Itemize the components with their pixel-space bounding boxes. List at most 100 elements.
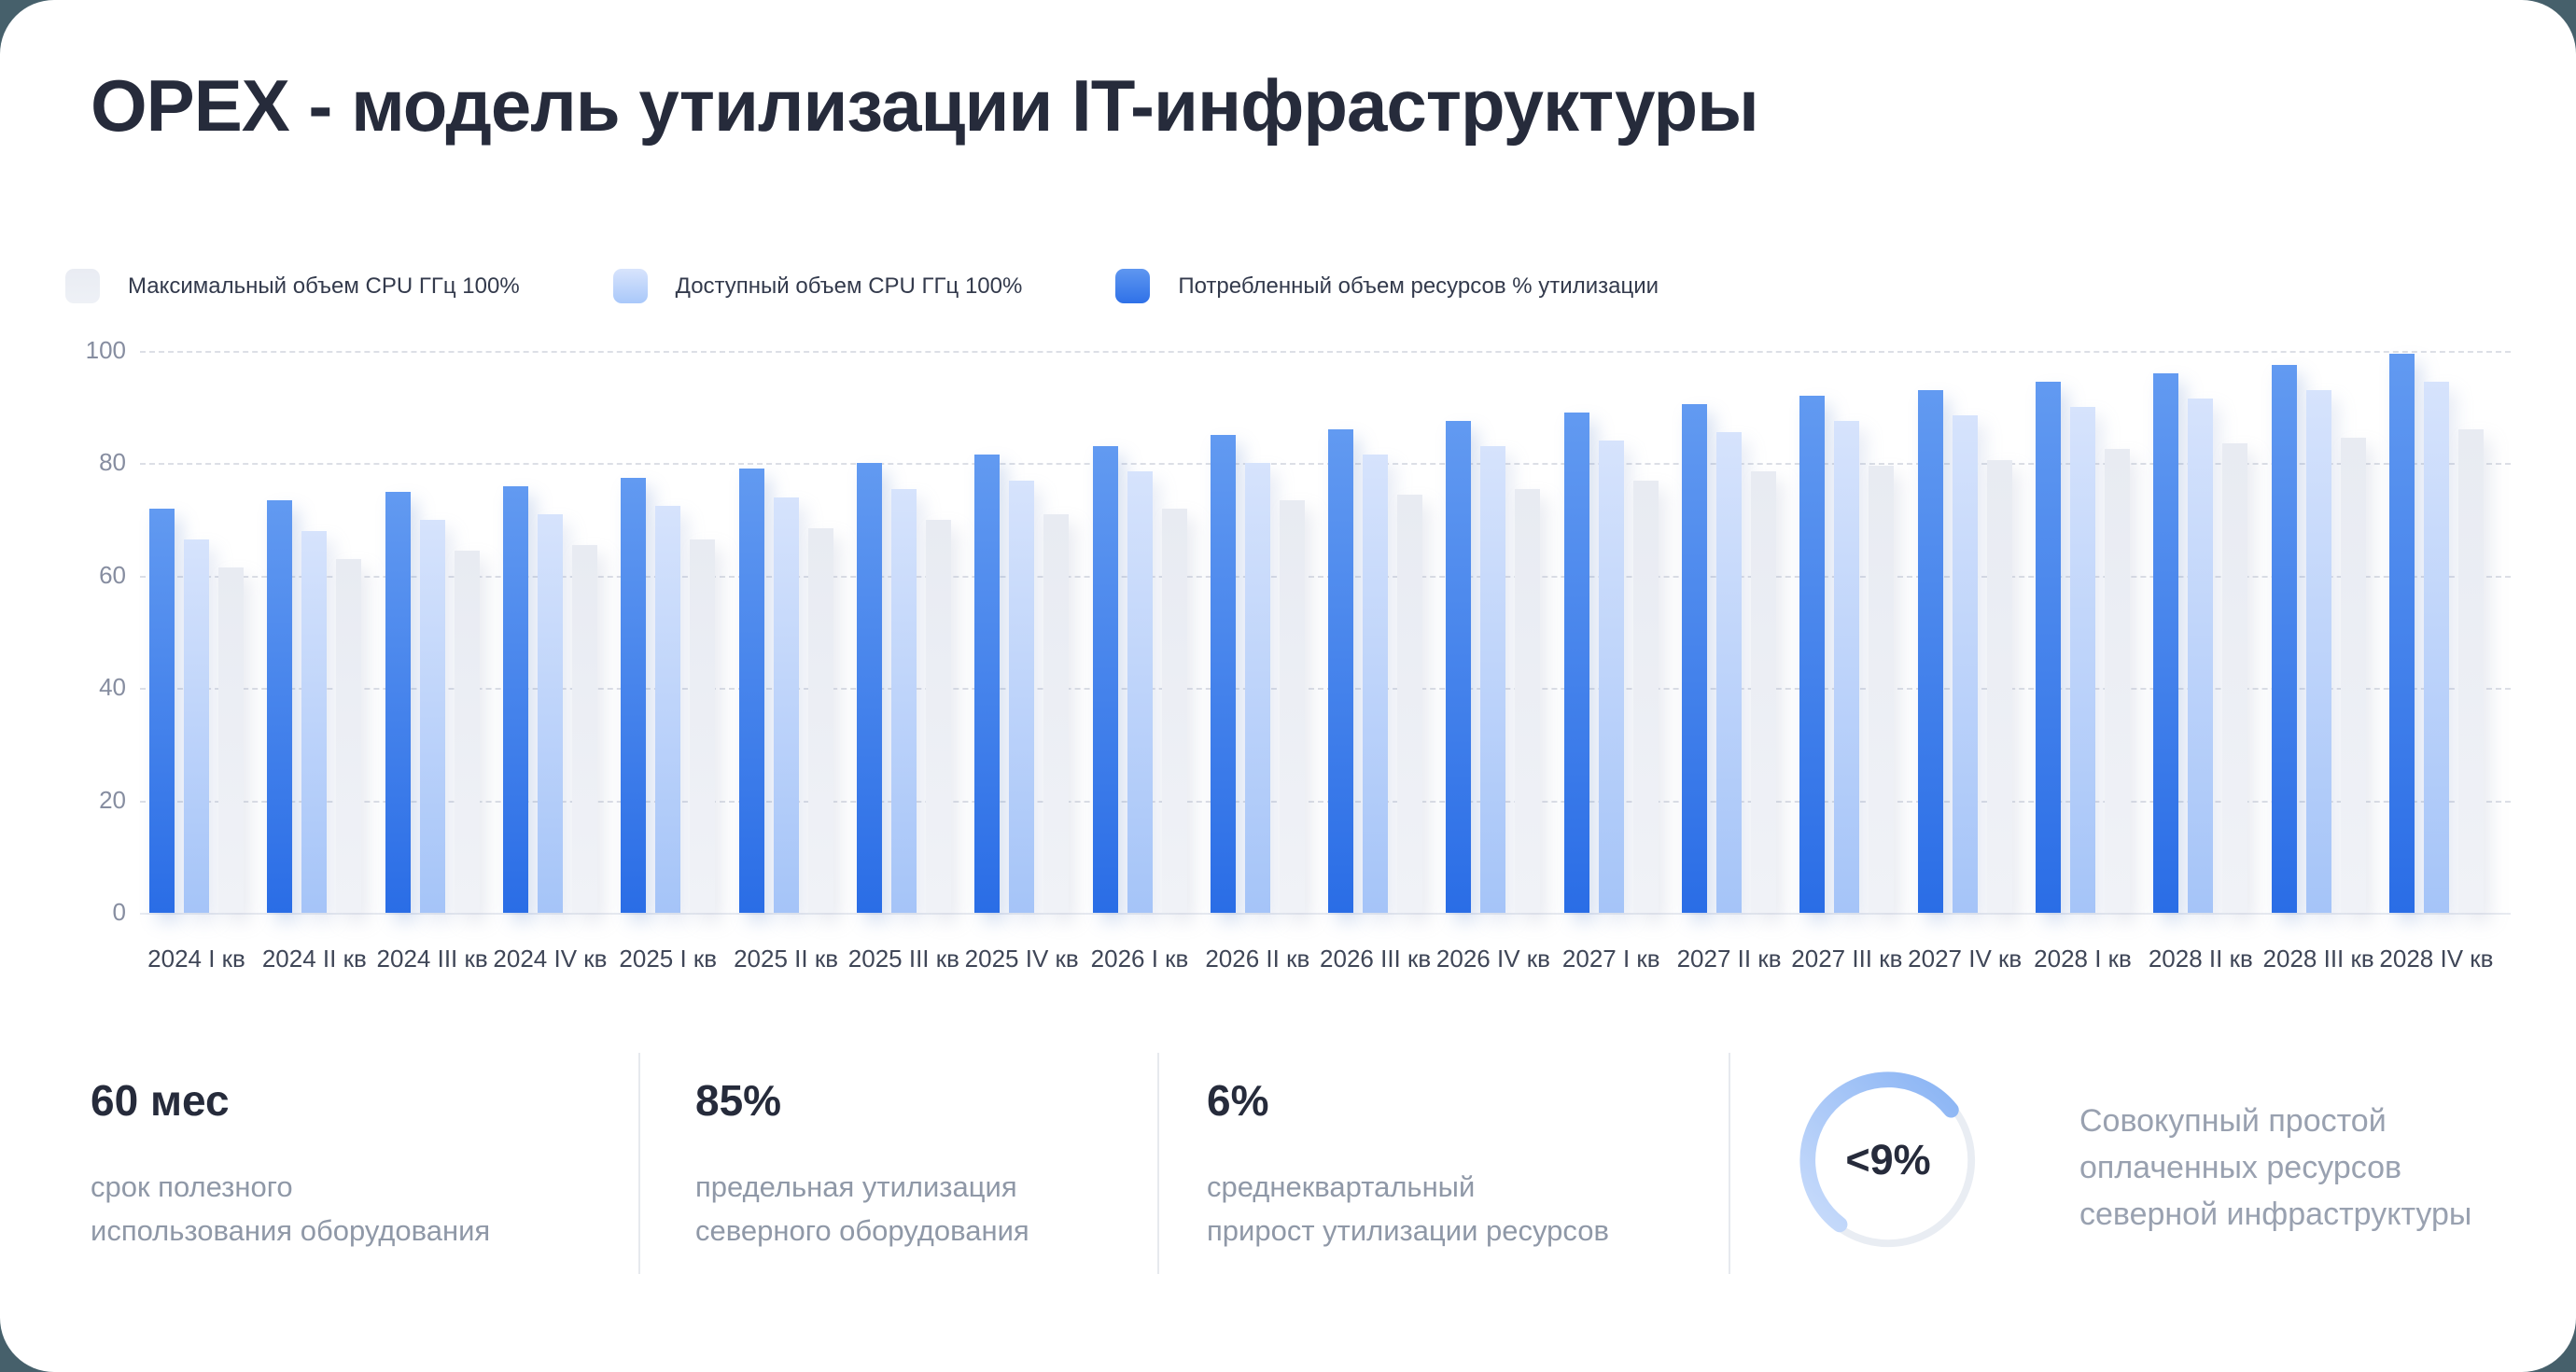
x-label-2025 II кв: 2025 II кв [734,945,839,973]
bar-av-2024 IV кв [537,513,563,913]
bar-group-2028 II кв: 2028 II кв [2149,373,2253,973]
bar-used-2026 IV кв [1446,421,1472,913]
bar-av-2025 II кв [773,497,799,913]
bar-used-2027 II кв [1682,404,1708,913]
x-label-2028 IV кв: 2028 IV кв [2379,945,2494,973]
donut-chart [1799,1071,1976,1248]
bar-group-2026 III кв: 2026 III кв [1320,429,1431,973]
y-tick-label-100: 100 [85,336,126,364]
bar-av-2025 III кв [890,488,917,913]
bar-av-2027 IV кв [1952,415,1978,913]
bar-group-2024 IV кв: 2024 IV кв [493,485,607,973]
bar-used-2026 I кв [1092,446,1118,913]
bar-av-2026 IV кв [1480,446,1506,913]
bar-av-2026 III кв [1363,455,1389,913]
legend-item-used: Потребленный объем ресурсов % утилизации [1115,269,1659,303]
bar-max-2024 I кв [218,567,244,913]
bar-group-2028 IV кв: 2028 IV кв [2379,354,2493,973]
bar-max-2028 II кв [2222,443,2248,913]
x-label-2026 II кв: 2026 II кв [1205,945,1310,973]
bar-used-2028 II кв [2153,373,2179,913]
bar-av-2027 II кв [1716,432,1743,913]
bar-av-2025 IV кв [1009,480,1035,913]
y-tick-label-0: 0 [112,898,126,926]
gridline-60 [140,575,2511,578]
x-label-2024 I кв: 2024 I кв [147,945,245,973]
legend-item-max: Максимальный объем CPU ГГц 100% [65,269,520,303]
legend-swatch-available-icon [612,269,648,303]
stat-caption-idle-resources: Совокупный простой оплаченных ресурсов с… [2079,1103,2472,1232]
bar-max-2026 II кв [1279,499,1305,913]
legend-label: Доступный объем CPU ГГц 100% [675,273,1023,299]
bar-group-2027 II кв: 2027 II кв [1677,404,1782,973]
bar-used-2025 I кв [621,477,647,913]
donut-arc [1799,1071,1959,1233]
bar-av-2024 III кв [419,519,445,913]
gridline-0 [140,913,2511,915]
stats-divider-1 [638,1053,640,1274]
legend-swatch-used-icon [1115,269,1151,303]
bar-group-2024 III кв: 2024 III кв [377,491,488,973]
x-label-2026 III кв: 2026 III кв [1320,945,1432,973]
x-label-2028 II кв: 2028 II кв [2148,945,2253,973]
bar-av-2026 I кв [1127,471,1153,913]
bar-used-2027 I кв [1563,413,1589,913]
bar-group-2026 II кв: 2026 II кв [1205,435,1309,973]
stats-divider-3 [1729,1053,1730,1274]
bar-max-2024 II кв [336,558,362,913]
bar-max-2028 III кв [2340,438,2366,913]
bar-group-2025 III кв: 2025 III кв [848,463,959,973]
bar-max-2025 IV кв [1043,513,1070,913]
y-tick-label-60: 60 [99,560,126,589]
stat-quarterly-growth: 6% [1207,1075,1268,1126]
bar-used-2028 IV кв [2388,354,2415,913]
bar-used-2024 III кв [385,491,411,913]
bar-group-2025 IV кв: 2025 IV кв [965,455,1079,973]
legend-swatch-max-icon [65,269,100,303]
stats-divider-2 [1157,1053,1159,1274]
bar-max-2028 IV кв [2457,429,2484,913]
bar-max-2025 III кв [925,519,951,913]
y-tick-label-40: 40 [99,673,126,702]
bar-group-2026 IV кв: 2026 IV кв [1436,421,1550,973]
bar-group-2024 II кв: 2024 II кв [262,499,367,973]
x-label-2025 III кв: 2025 III кв [847,945,959,973]
stat-useful-life: 60 мес [91,1075,230,1126]
plot-area: 2024 I кв 2024 II кв 2024 III кв 2024 IV кв… [140,351,2511,973]
bar-used-2028 III кв [2271,365,2297,913]
bar-group-2027 I кв: 2027 I кв [1562,413,1660,973]
y-tick-label-80: 80 [99,448,126,477]
bar-av-2028 I кв [2070,407,2095,913]
x-label-2024 II кв: 2024 II кв [261,945,367,973]
bar-av-2028 IV кв [2423,382,2449,913]
gridline-100 [140,351,2511,353]
bar-used-2028 I кв [2036,382,2061,913]
bar-av-2027 III кв [1834,421,1860,913]
stat-value: 85% [695,1076,782,1125]
bar-max-2025 I кв [690,539,716,913]
x-label-2026 IV кв: 2026 IV кв [1435,945,1550,973]
stat-caption-useful-life: срок полезного использования оборудовани… [91,1170,491,1247]
chart-legend: Максимальный объем CPU ГГц 100% Доступны… [65,269,1659,303]
bar-used-2025 II кв [738,469,764,913]
bar-av-2028 III кв [2305,390,2331,913]
x-label-2028 III кв: 2028 III кв [2262,945,2374,973]
bar-av-2026 II кв [1244,463,1270,913]
bar-used-2024 II кв [267,499,293,913]
bar-used-2025 IV кв [974,455,1001,913]
x-label-2027 IV кв: 2027 IV кв [1908,945,2023,973]
bar-used-2027 III кв [1799,396,1826,913]
bar-max-2028 I кв [2105,449,2130,913]
bar-group-2024 I кв: 2024 I кв [147,508,245,973]
donut-value-label: <9% [1845,1136,1931,1183]
gridline-40 [140,688,2511,691]
bar-group-2027 III кв: 2027 III кв [1791,396,1902,973]
bar-max-2026 III кв [1397,494,1423,913]
bar-group-2027 IV кв: 2027 IV кв [1908,390,2022,973]
bar-group-2025 I кв: 2025 I кв [619,477,717,973]
bar-av-2024 I кв [184,539,209,913]
gridline-20 [140,800,2511,803]
bar-used-2024 I кв [149,508,175,913]
stat-value: 60 мес [91,1076,230,1125]
bar-max-2026 I кв [1161,508,1187,913]
